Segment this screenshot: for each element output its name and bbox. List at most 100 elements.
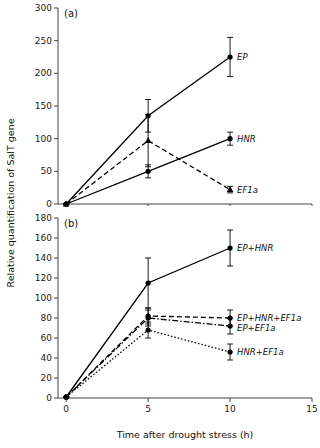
point (227, 245, 232, 250)
error-cap (227, 360, 233, 361)
point (146, 315, 151, 320)
x-tick-label: 0 (63, 404, 69, 414)
y-tick (54, 218, 58, 219)
error-bar (227, 344, 233, 360)
point (227, 54, 232, 59)
y-tick (54, 258, 58, 259)
error-bar (145, 165, 151, 178)
error-bar (145, 308, 151, 324)
y-tick (54, 238, 58, 239)
y-axis-line (58, 218, 59, 398)
series-label: EP+HNR (237, 243, 273, 253)
error-cap (145, 166, 151, 167)
error-cap (145, 310, 151, 311)
y-axis-title: Relative quantification of SalT gene (5, 118, 16, 287)
point (146, 169, 151, 174)
error-cap (227, 334, 233, 335)
y-tick (54, 378, 58, 379)
point (64, 394, 69, 399)
y-tick (54, 8, 58, 9)
y-tick (54, 106, 58, 107)
point (64, 394, 69, 399)
x-tick (312, 398, 313, 402)
y-tick (54, 358, 58, 359)
error-cap (145, 308, 151, 309)
y-tick-label: 200 (35, 68, 52, 78)
error-cap (145, 322, 151, 323)
error-cap (145, 114, 151, 115)
y-tick (54, 40, 58, 41)
x-axis-line (58, 398, 312, 399)
point (227, 323, 232, 328)
y-tick (54, 171, 58, 172)
point (146, 280, 151, 285)
x-tick (230, 204, 231, 206)
error-cap (227, 266, 233, 267)
plot-area (63, 230, 233, 400)
error-bar (227, 132, 233, 145)
x-axis-title: Time after drought stress (h) (116, 429, 254, 440)
error-cap (227, 132, 233, 133)
y-tick-label: 80 (41, 313, 53, 323)
series-label: EF1a (237, 185, 258, 195)
error-bar (227, 186, 233, 193)
y-tick-label: 180 (35, 213, 52, 223)
x-tick-label: 5 (145, 404, 151, 414)
y-tick (54, 204, 58, 205)
point (227, 136, 232, 141)
error-cap (227, 192, 233, 193)
series-line (66, 248, 230, 397)
plot-area (63, 37, 233, 206)
y-tick (54, 138, 58, 139)
panel: 020406080100120140160180051015(b)EP+HNRE… (35, 213, 318, 414)
series-label: EP+HNR+EF1a (237, 313, 301, 323)
series-line (66, 57, 230, 204)
error-cap (145, 99, 151, 100)
y-tick-label: 50 (41, 166, 53, 176)
error-bar (145, 258, 151, 308)
x-tick (312, 204, 313, 206)
y-tick-label: 0 (46, 199, 52, 209)
y-tick-label: 160 (35, 233, 52, 243)
error-cap (227, 145, 233, 146)
error-cap (145, 308, 151, 309)
error-bar (145, 322, 151, 338)
y-tick (54, 338, 58, 339)
error-cap (227, 318, 233, 319)
y-tick-label: 100 (35, 293, 52, 303)
error-cap (145, 177, 151, 178)
y-tick (54, 318, 58, 319)
point (227, 349, 232, 354)
y-tick-label: 120 (35, 273, 52, 283)
error-cap (227, 76, 233, 77)
error-cap (227, 230, 233, 231)
x-tick (230, 398, 231, 402)
series-line (66, 316, 230, 397)
error-bar (227, 230, 233, 266)
error-cap (227, 344, 233, 345)
y-tick (54, 298, 58, 299)
x-tick (148, 398, 149, 402)
y-tick (54, 73, 58, 74)
series-label: EP+EF1a (237, 323, 276, 333)
series-label: EP (237, 52, 248, 62)
error-cap (145, 338, 151, 339)
point (145, 137, 152, 143)
panel-label: (b) (64, 218, 78, 229)
error-cap (145, 258, 151, 259)
series-label: HNR+EF1a (237, 347, 284, 357)
point (64, 394, 69, 399)
point (146, 327, 151, 332)
y-tick-label: 0 (46, 393, 52, 403)
panel: 050100150200250300(a)EPHNREF1a (35, 3, 312, 209)
y-tick-label: 150 (35, 101, 52, 111)
y-tick-label: 60 (41, 333, 53, 343)
x-axis-line (58, 204, 312, 205)
series-line (66, 330, 230, 397)
y-tick-label: 300 (35, 3, 52, 13)
y-tick-label: 20 (41, 373, 53, 383)
y-tick-label: 250 (35, 36, 52, 46)
x-tick (148, 204, 149, 206)
chart: 050100150200250300(a)EPHNREF1aRelative q… (0, 0, 320, 448)
point (227, 186, 234, 192)
